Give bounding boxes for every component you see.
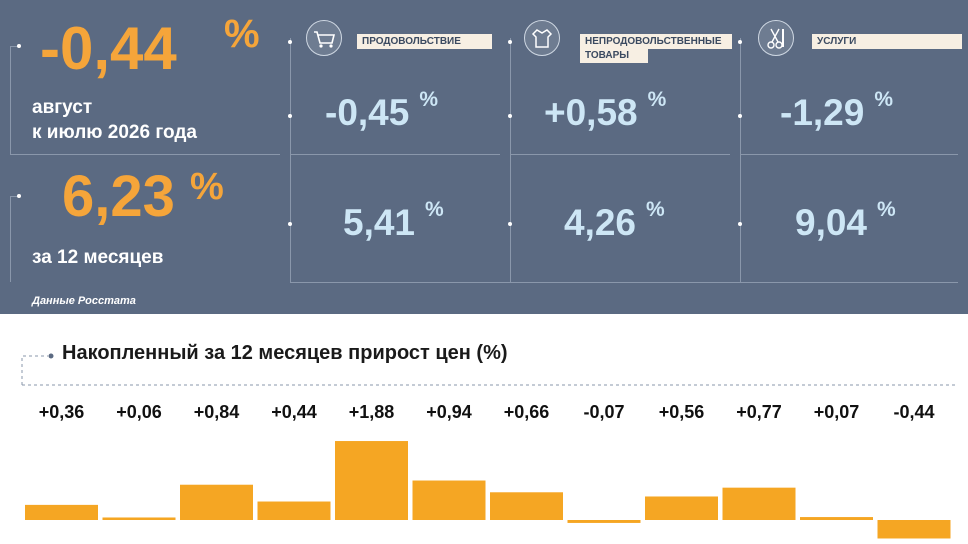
bar <box>567 520 641 523</box>
bar-value-label: +0,36 <box>38 402 85 422</box>
bar-value-label: +0,84 <box>193 402 240 422</box>
nonfood-year-value: 4,26% <box>564 198 665 243</box>
category-label-services: УСЛУГИ <box>812 34 962 49</box>
month-value: -0,44 <box>40 15 177 82</box>
bar-value-label: +0,94 <box>426 402 472 422</box>
bar <box>877 520 951 539</box>
source-note: Данные Росстата <box>32 295 136 307</box>
bullet-dot <box>17 194 21 198</box>
bar-value-label: -0,07 <box>583 402 625 422</box>
month-label-line1: август <box>32 97 93 118</box>
divider <box>290 282 958 283</box>
divider <box>740 154 958 155</box>
bar <box>800 517 873 520</box>
services-year-value: 9,04% <box>795 198 896 243</box>
shopping-cart-icon <box>306 20 342 56</box>
bar-value-label: +0,66 <box>503 402 550 422</box>
bar <box>180 484 253 520</box>
divider <box>10 196 20 197</box>
bullet-dot <box>738 222 742 226</box>
bullet-dot <box>738 40 742 44</box>
bar-value-label: +0,06 <box>116 402 162 422</box>
bar <box>257 501 331 520</box>
title-connector <box>21 353 958 386</box>
bar <box>102 517 176 520</box>
month-pct: % <box>224 12 260 56</box>
divider <box>290 154 500 155</box>
bar <box>490 492 563 520</box>
bar-value-label: +1,88 <box>348 402 395 422</box>
bullet-dot <box>17 44 21 48</box>
bar-value-label: +0,56 <box>658 402 705 422</box>
bullet-dot <box>508 114 512 118</box>
bullet-dot <box>738 114 742 118</box>
category-label-nonfood: НЕПРОДОВОЛЬСТВЕННЫЕ <box>580 34 732 49</box>
bullet-dot <box>508 222 512 226</box>
year-value: 6,23 <box>62 164 175 229</box>
divider <box>10 46 20 47</box>
food-year-value: 5,41% <box>343 198 444 243</box>
month-label-line2: к июлю 2026 года <box>32 122 197 143</box>
year-pct: % <box>190 166 224 208</box>
category-label-food: ПРОДОВОЛЬСТВИЕ <box>357 34 492 49</box>
divider <box>10 154 280 155</box>
bar-value-label: -0,44 <box>893 402 935 422</box>
bar <box>722 487 796 520</box>
nonfood-month-value: +0,58% <box>544 88 667 133</box>
divider <box>10 196 11 282</box>
food-month-value: -0,45% <box>325 88 439 133</box>
year-label: за 12 месяцев <box>32 247 164 268</box>
summary-panel: -0,44 % август к июлю 2026 года 6,23 % з… <box>0 0 968 314</box>
bar <box>645 496 718 520</box>
category-label-nonfood-line2: ТОВАРЫ <box>580 48 648 63</box>
bullet-dot <box>288 114 292 118</box>
bar <box>25 504 98 520</box>
bar-value-label: +0,07 <box>813 402 860 422</box>
clothing-icon <box>524 20 560 56</box>
divider <box>10 46 11 154</box>
bullet-dot <box>288 40 292 44</box>
bar-chart <box>25 441 951 539</box>
bar <box>335 441 408 520</box>
divider <box>290 38 291 282</box>
bar-value-label: +0,77 <box>736 402 782 422</box>
divider <box>510 154 730 155</box>
bullet-dot <box>288 222 292 226</box>
scissors-comb-icon <box>758 20 794 56</box>
divider <box>740 38 741 282</box>
bullet-dot <box>508 40 512 44</box>
services-month-value: -1,29% <box>780 88 894 133</box>
bar-value-label: +0,44 <box>271 402 317 422</box>
divider <box>510 38 511 282</box>
chart-title: Накопленный за 12 месяцев прирост цен (%… <box>62 342 508 364</box>
bar <box>412 480 486 520</box>
